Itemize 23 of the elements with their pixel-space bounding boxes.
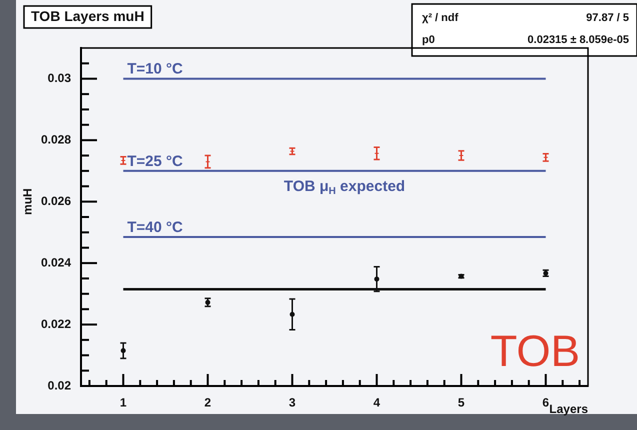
text: χ² / ndf <box>422 12 459 24</box>
y-tick-label: 0.028 <box>40 132 72 146</box>
series-label: T=25 °C <box>127 152 184 170</box>
text: 0.02315 ± 8.059e-05 <box>528 34 629 46</box>
text: p0 <box>422 34 435 46</box>
chart-title: TOB Layers muH <box>31 8 144 24</box>
x-tick-label: 3 <box>288 396 296 410</box>
x-axis-title: Layers <box>549 402 588 416</box>
annotation: TOB <box>490 327 580 376</box>
y-tick-label: 0.026 <box>40 194 72 208</box>
y-tick-label: 0.02 <box>48 378 72 392</box>
x-tick-label: 2 <box>204 396 212 410</box>
x-tick-label: 6 <box>542 396 550 410</box>
y-tick-label: 0.03 <box>48 71 72 86</box>
y-tick-label: 0.022 <box>40 316 72 331</box>
text: 97.87 / 5 <box>586 12 629 24</box>
x-tick-label: 4 <box>373 396 380 410</box>
series-label: T=40 °C <box>127 218 184 236</box>
y-axis-title: muH <box>20 188 34 215</box>
series-label: T=10 °C <box>127 60 184 78</box>
x-tick-label: 5 <box>458 396 465 410</box>
y-tick-label: 0.024 <box>40 255 72 270</box>
x-tick-label: 1 <box>120 396 127 410</box>
